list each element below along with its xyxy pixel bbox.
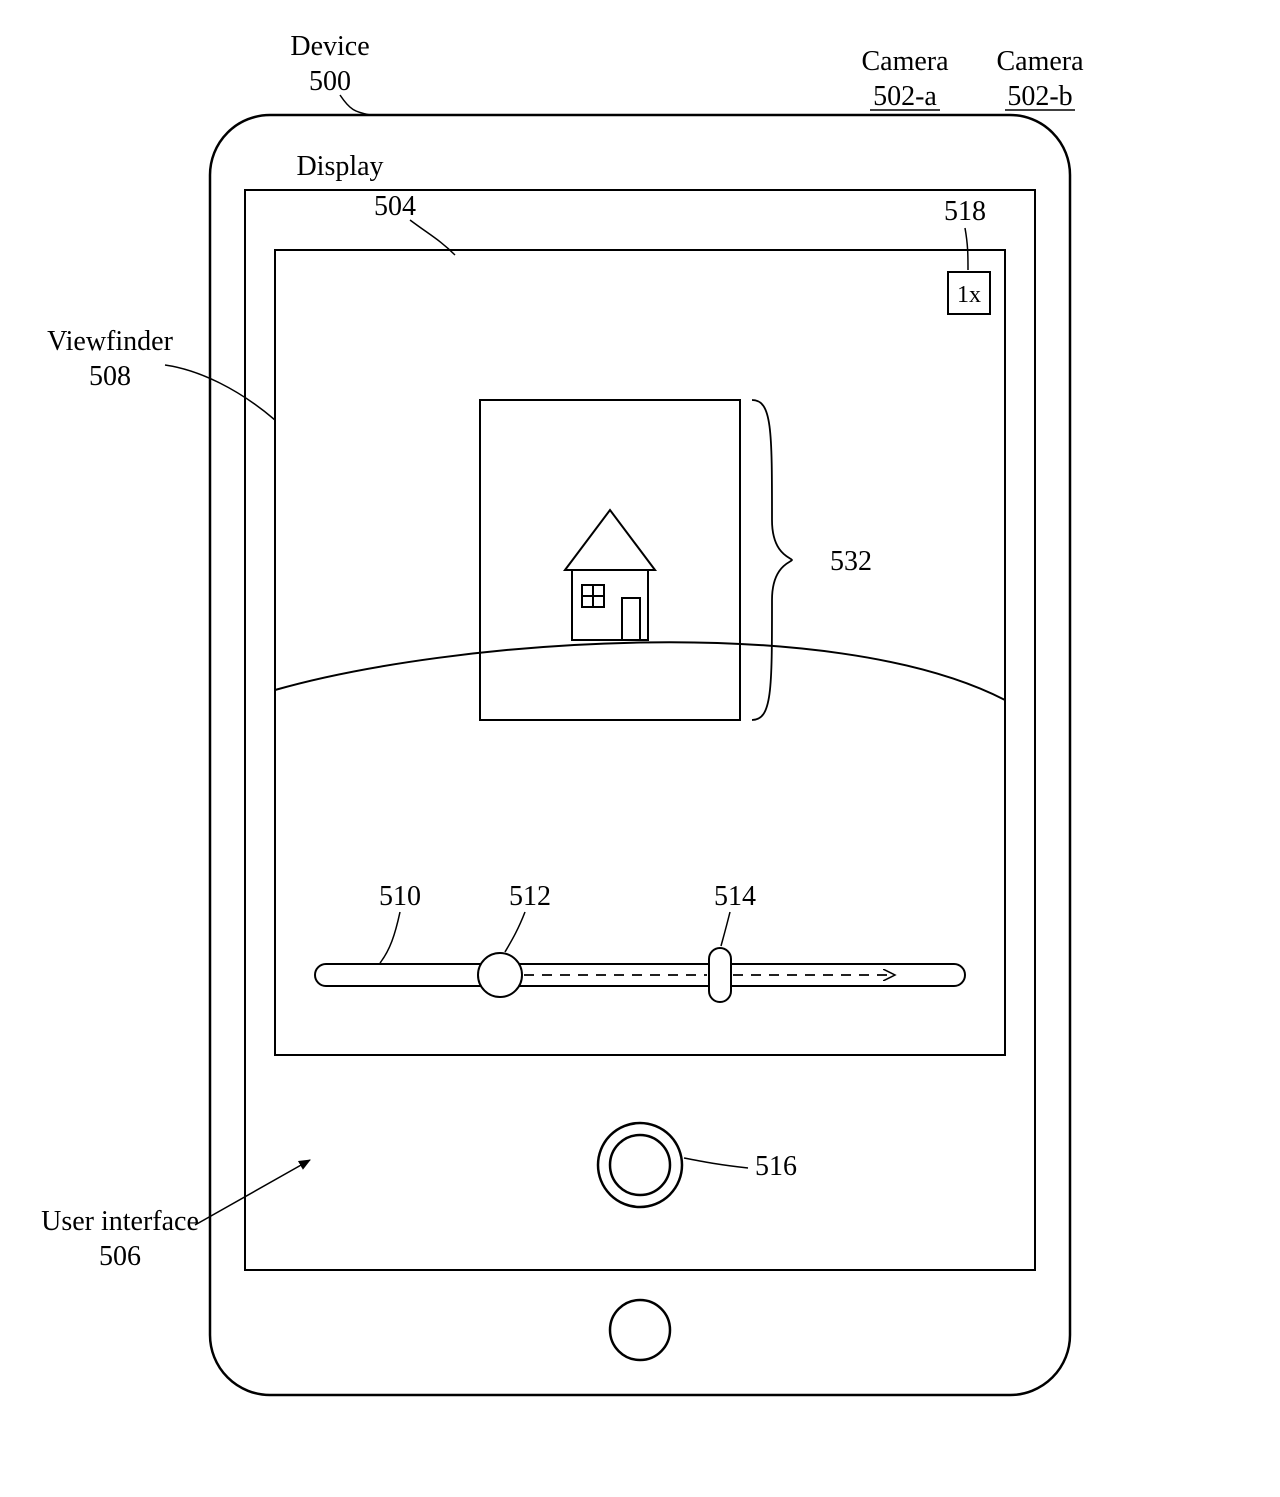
label-camera-a-ref: 502-a — [873, 81, 937, 112]
label-camera-b-ref: 502-b — [1007, 81, 1072, 112]
label-ui-word: User interface — [41, 1206, 199, 1237]
label-display-ref: 504 — [374, 191, 416, 222]
label-slider-thumb-ref: 512 — [509, 881, 551, 912]
leader-ui — [195, 1160, 310, 1225]
home-button[interactable] — [610, 1300, 670, 1360]
label-device-ref: 500 — [309, 66, 351, 97]
label-slider-track-ref: 510 — [379, 881, 421, 912]
leader-slider-thumb — [505, 912, 525, 952]
leader-shutter — [684, 1158, 748, 1168]
slider-thumb[interactable] — [478, 953, 522, 997]
preview-box-group — [480, 400, 740, 720]
shutter-button[interactable] — [598, 1123, 682, 1207]
display-area — [245, 190, 1035, 1270]
leader-slider-marker — [721, 912, 730, 946]
label-slider-marker-ref: 514 — [714, 881, 756, 912]
label-shutter-ref: 516 — [755, 1151, 797, 1182]
slider-marker — [709, 948, 731, 1002]
brace-preview — [752, 400, 792, 720]
label-preview-ref: 532 — [830, 546, 872, 577]
leader-viewfinder — [165, 365, 275, 420]
label-camera-a-word: Camera — [861, 46, 949, 77]
label-camera-b-word: Camera — [996, 46, 1084, 77]
label-zoom-ref: 518 — [944, 196, 986, 227]
leader-slider-track — [380, 912, 400, 963]
label-viewfinder-word: Viewfinder — [47, 326, 173, 357]
label-ui-ref: 506 — [99, 1241, 141, 1272]
leader-device — [340, 95, 370, 115]
label-viewfinder-ref: 508 — [89, 361, 131, 392]
zoom-indicator-text: 1x — [957, 282, 981, 308]
device-body — [210, 115, 1070, 1395]
label-display-word: Display — [296, 151, 383, 182]
zoom-slider[interactable] — [315, 948, 965, 1002]
label-device-word: Device — [290, 31, 369, 62]
